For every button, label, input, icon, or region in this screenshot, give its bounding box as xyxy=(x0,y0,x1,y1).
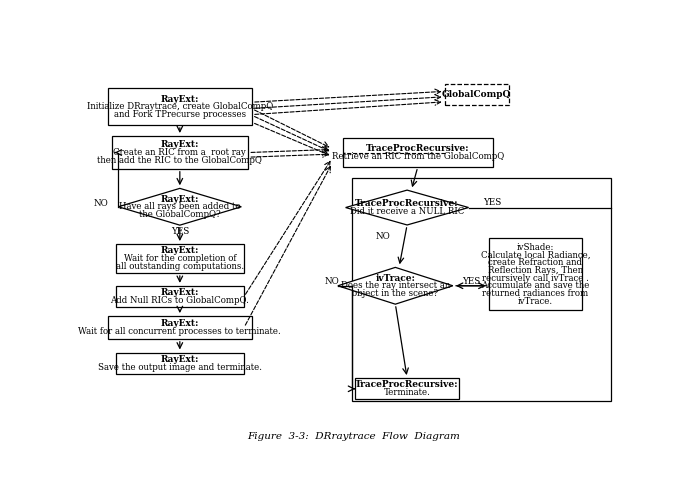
Text: then add the RIC to the GlobalCompQ: then add the RIC to the GlobalCompQ xyxy=(97,156,262,165)
Text: YES: YES xyxy=(462,277,480,286)
Text: Add Null RICs to GlobalCompQ.: Add Null RICs to GlobalCompQ. xyxy=(110,296,249,305)
Bar xyxy=(355,378,460,399)
Text: Wait for all concurrent processes to terminate.: Wait for all concurrent processes to ter… xyxy=(79,327,282,336)
Text: Create an RIC from a  root ray: Create an RIC from a root ray xyxy=(113,148,246,157)
Text: the GlobalCompQ?: the GlobalCompQ? xyxy=(139,210,221,219)
Text: YES: YES xyxy=(170,227,189,236)
Text: RayExt:: RayExt: xyxy=(161,195,199,204)
Text: Figure  3-3:  DRraytrace  Flow  Diagram: Figure 3-3: DRraytrace Flow Diagram xyxy=(247,432,460,441)
Text: ivTrace:: ivTrace: xyxy=(375,274,415,283)
Bar xyxy=(352,179,611,401)
Bar xyxy=(116,353,244,374)
Text: RayExt:: RayExt: xyxy=(161,355,199,364)
Text: object in the scene?: object in the scene? xyxy=(352,289,438,298)
Text: Accumulate and save the: Accumulate and save the xyxy=(481,281,590,290)
Text: NO: NO xyxy=(325,277,339,286)
Text: Calculate local Radiance,: Calculate local Radiance, xyxy=(481,250,590,259)
Text: Retrieve an RIC from the GlobalCompQ: Retrieve an RIC from the GlobalCompQ xyxy=(332,152,504,161)
Bar xyxy=(108,316,252,339)
Text: NO: NO xyxy=(375,232,391,241)
Text: TraceProcRecursive:: TraceProcRecursive: xyxy=(366,144,470,153)
Polygon shape xyxy=(346,190,469,225)
Text: RayExt:: RayExt: xyxy=(161,319,199,328)
Text: recursively call ivTrace .: recursively call ivTrace . xyxy=(482,274,589,283)
Text: Have all rays been added to: Have all rays been added to xyxy=(119,202,241,211)
Text: Wait for the completion of: Wait for the completion of xyxy=(124,254,236,263)
Text: RayExt:: RayExt: xyxy=(161,246,199,256)
Text: NO: NO xyxy=(94,199,108,208)
Text: Initialize DRraytrace, create GlobalCompQ: Initialize DRraytrace, create GlobalComp… xyxy=(87,102,273,111)
Text: TraceProcRecursive:: TraceProcRecursive: xyxy=(355,380,459,389)
Text: RayExt:: RayExt: xyxy=(161,140,199,149)
Text: all outstanding computations.: all outstanding computations. xyxy=(116,262,244,271)
Text: GlobalCompQ: GlobalCompQ xyxy=(442,90,511,99)
Text: Terminate.: Terminate. xyxy=(384,388,431,397)
Text: ivShade:: ivShade: xyxy=(517,242,554,252)
Text: Reflection Rays, Then: Reflection Rays, Then xyxy=(488,266,583,275)
Bar xyxy=(116,244,244,273)
Polygon shape xyxy=(119,188,242,225)
Text: Does the ray intersect an: Does the ray intersect an xyxy=(341,281,450,290)
Text: YES: YES xyxy=(484,198,502,207)
Text: returned radiances from: returned radiances from xyxy=(482,289,589,298)
Bar xyxy=(108,89,252,125)
Polygon shape xyxy=(338,268,453,304)
Bar xyxy=(112,136,248,169)
Text: ivTrace.: ivTrace. xyxy=(518,297,553,306)
Text: RayExt:: RayExt: xyxy=(161,95,199,104)
Text: and Fork TPrecurse processes: and Fork TPrecurse processes xyxy=(114,110,246,119)
Bar xyxy=(489,238,582,310)
Text: Save the output image and terminate.: Save the output image and terminate. xyxy=(98,363,262,372)
Bar xyxy=(116,286,244,307)
Text: RayExt:: RayExt: xyxy=(161,288,199,297)
Text: TraceProcRecursive:: TraceProcRecursive: xyxy=(355,199,459,208)
Bar xyxy=(444,85,509,105)
Text: create Refraction and: create Refraction and xyxy=(489,258,582,267)
Bar xyxy=(343,138,493,167)
Text: Did it receive a NULL RIC: Did it receive a NULL RIC xyxy=(350,207,464,216)
